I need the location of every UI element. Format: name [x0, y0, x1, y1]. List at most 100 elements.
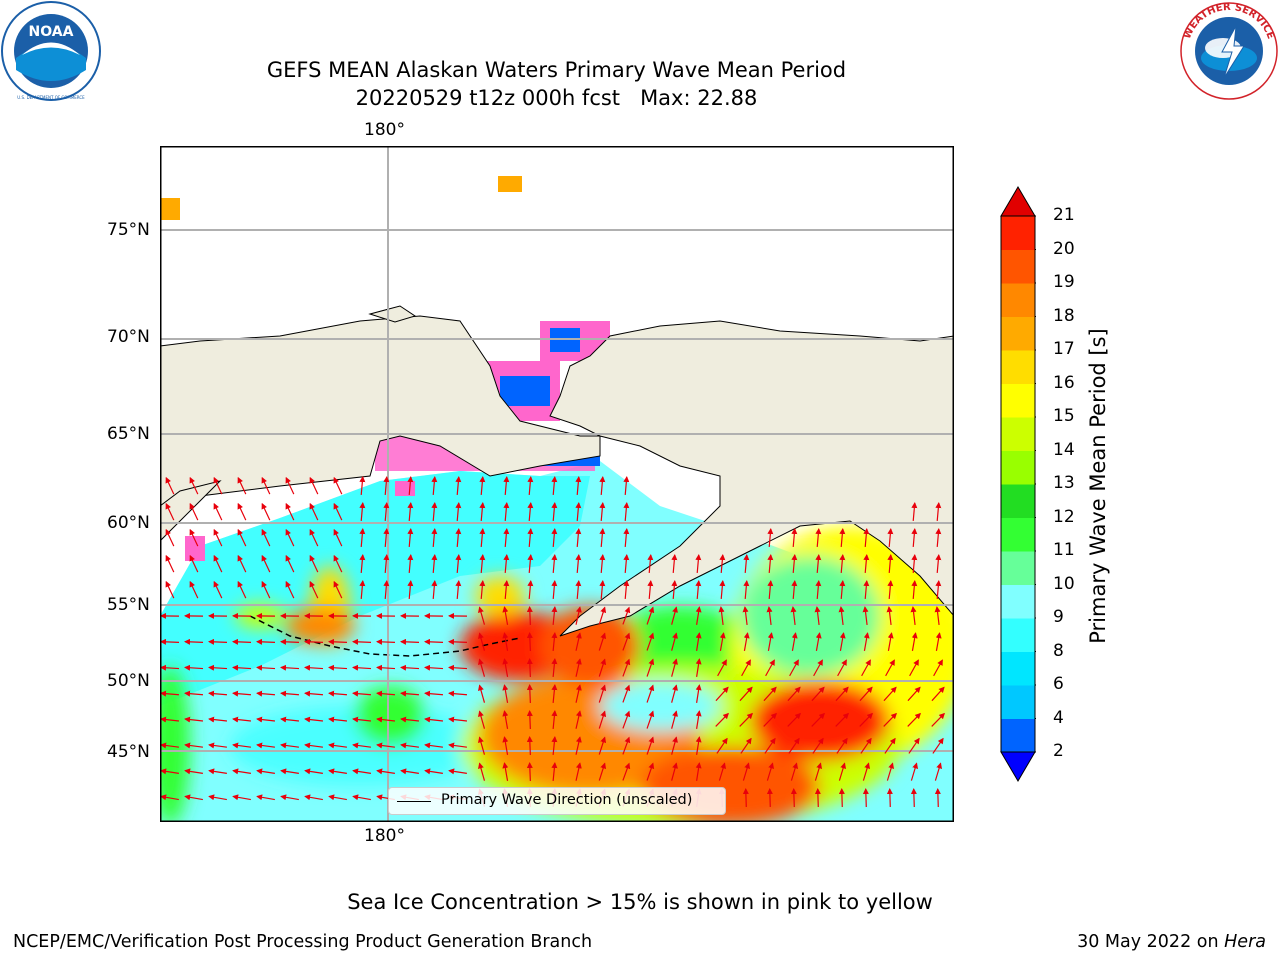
wave-direction-arrow — [743, 632, 750, 651]
wave-direction-arrow — [860, 737, 872, 754]
colorbar-tick-label: 2 — [1053, 741, 1064, 761]
wave-direction-arrow — [671, 684, 678, 703]
wave-direction-arrow — [328, 664, 348, 671]
aleutian-coastline — [249, 615, 521, 657]
wave-direction-arrow — [787, 686, 801, 702]
legend-label: Primary Wave Direction (unscaled) — [441, 792, 693, 808]
wave-direction-arrow — [575, 502, 582, 522]
wave-direction-arrow — [526, 762, 533, 782]
colorbar-tick-label: 15 — [1053, 406, 1075, 426]
wave-direction-arrow — [790, 788, 797, 808]
wave-direction-arrow — [575, 736, 582, 755]
wave-direction-arrow — [811, 686, 825, 702]
wave-direction-arrow — [715, 712, 729, 727]
wave-direction-arrow — [931, 686, 945, 702]
wave-direction-arrow — [431, 502, 438, 522]
wave-direction-arrow — [527, 528, 534, 548]
wave-direction-arrow — [424, 742, 444, 749]
wave-direction-arrow — [741, 659, 751, 677]
wave-direction-arrow — [598, 736, 607, 755]
wave-direction-arrow — [671, 658, 678, 677]
wave-direction-arrow — [911, 632, 918, 651]
wave-direction-arrow — [383, 476, 390, 496]
wave-direction-arrow — [839, 632, 846, 651]
wave-direction-arrow — [237, 476, 247, 495]
wave-direction-arrow — [859, 712, 873, 727]
wave-direction-arrow — [740, 737, 752, 754]
wave-direction-arrow — [623, 528, 630, 548]
wave-direction-arrow — [647, 580, 654, 600]
wave-direction-arrow — [671, 606, 678, 625]
colorbar-tick-label: 4 — [1053, 707, 1064, 728]
wave-direction-arrow — [280, 638, 300, 645]
wave-direction-arrow — [165, 528, 175, 547]
wave-direction-arrow — [232, 690, 252, 697]
wave-direction-arrow — [237, 580, 247, 599]
wave-direction-arrow — [695, 658, 702, 677]
wave-direction-arrow — [838, 762, 847, 781]
wave-direction-arrow — [455, 476, 462, 496]
wave-direction-arrow — [526, 736, 533, 756]
wave-direction-arrow — [232, 664, 252, 671]
wave-direction-arrow — [815, 528, 822, 548]
wave-direction-arrow — [304, 664, 324, 671]
colorbar-segment — [1001, 383, 1035, 418]
wave-direction-arrow — [739, 686, 753, 702]
wave-direction-arrow — [575, 684, 582, 703]
wave-direction-arrow — [479, 528, 486, 548]
colorbar-segment — [1001, 316, 1035, 351]
wave-direction-arrow — [309, 502, 319, 521]
wave-direction-arrow — [526, 632, 533, 652]
wave-direction-arrow — [359, 554, 366, 574]
lat-label-70n: 70°N — [107, 327, 150, 347]
wave-direction-arrow — [839, 554, 846, 574]
wave-direction-arrow — [575, 658, 582, 677]
wave-direction-arrow — [887, 554, 894, 574]
wave-direction-arrow — [160, 690, 180, 697]
colorbar-tick-label: 17 — [1053, 339, 1075, 359]
wave-direction-arrow — [328, 768, 347, 775]
wave-direction-arrow — [424, 716, 444, 723]
wave-direction-arrow — [671, 710, 678, 729]
wave-direction-arrow — [575, 580, 582, 600]
wave-direction-arrow — [622, 762, 631, 781]
wave-direction-arrow — [285, 528, 295, 547]
wave-direction-arrow — [622, 710, 631, 729]
wave-direction-arrow — [424, 638, 444, 645]
wave-direction-arrow — [788, 737, 800, 754]
footer-organization: NCEP/EMC/Verification Post Processing Pr… — [13, 932, 593, 952]
wave-direction-arrow — [232, 768, 251, 775]
wave-direction-arrow — [431, 476, 438, 496]
wave-direction-arrow — [478, 736, 486, 755]
colorbar-tick-label: 19 — [1053, 272, 1075, 292]
colorbar-segment — [1001, 283, 1035, 317]
wave-direction-arrow — [213, 554, 223, 573]
wave-direction-arrow — [599, 502, 606, 522]
wave-direction-arrow — [934, 788, 941, 808]
wave-direction-arrow — [280, 716, 300, 723]
wave-direction-arrow — [719, 632, 726, 651]
wave-direction-arrow — [575, 476, 582, 496]
wave-direction-arrow — [526, 710, 533, 730]
wave-direction-arrow — [184, 638, 204, 645]
wave-direction-arrow — [646, 606, 655, 625]
wave-direction-arrow — [764, 737, 776, 754]
wave-direction-arrow — [328, 638, 348, 645]
sea-ice-note: Sea Ice Concentration > 15% is shown in … — [347, 890, 933, 914]
wave-direction-arrow — [261, 502, 271, 521]
wave-direction-arrow — [280, 794, 299, 801]
svg-text:U.S. DEPARTMENT OF COMMERCE: U.S. DEPARTMENT OF COMMERCE — [17, 95, 85, 100]
colorbar-segment — [1001, 249, 1035, 284]
svg-text:NOAA: NOAA — [29, 24, 74, 40]
wave-direction-arrow — [352, 690, 372, 697]
wave-direction-arrow — [813, 659, 823, 677]
wave-direction-arrow — [575, 710, 582, 729]
wave-direction-arrow — [184, 768, 203, 775]
wave-direction-arrow — [763, 686, 777, 702]
wave-direction-arrow — [208, 742, 228, 749]
wave-direction-arrow — [719, 554, 726, 574]
wave-direction-arrow — [256, 638, 276, 645]
wave-direction-arrow — [526, 658, 533, 678]
wave-direction-arrow — [789, 659, 799, 677]
wave-direction-arrow — [478, 684, 486, 703]
